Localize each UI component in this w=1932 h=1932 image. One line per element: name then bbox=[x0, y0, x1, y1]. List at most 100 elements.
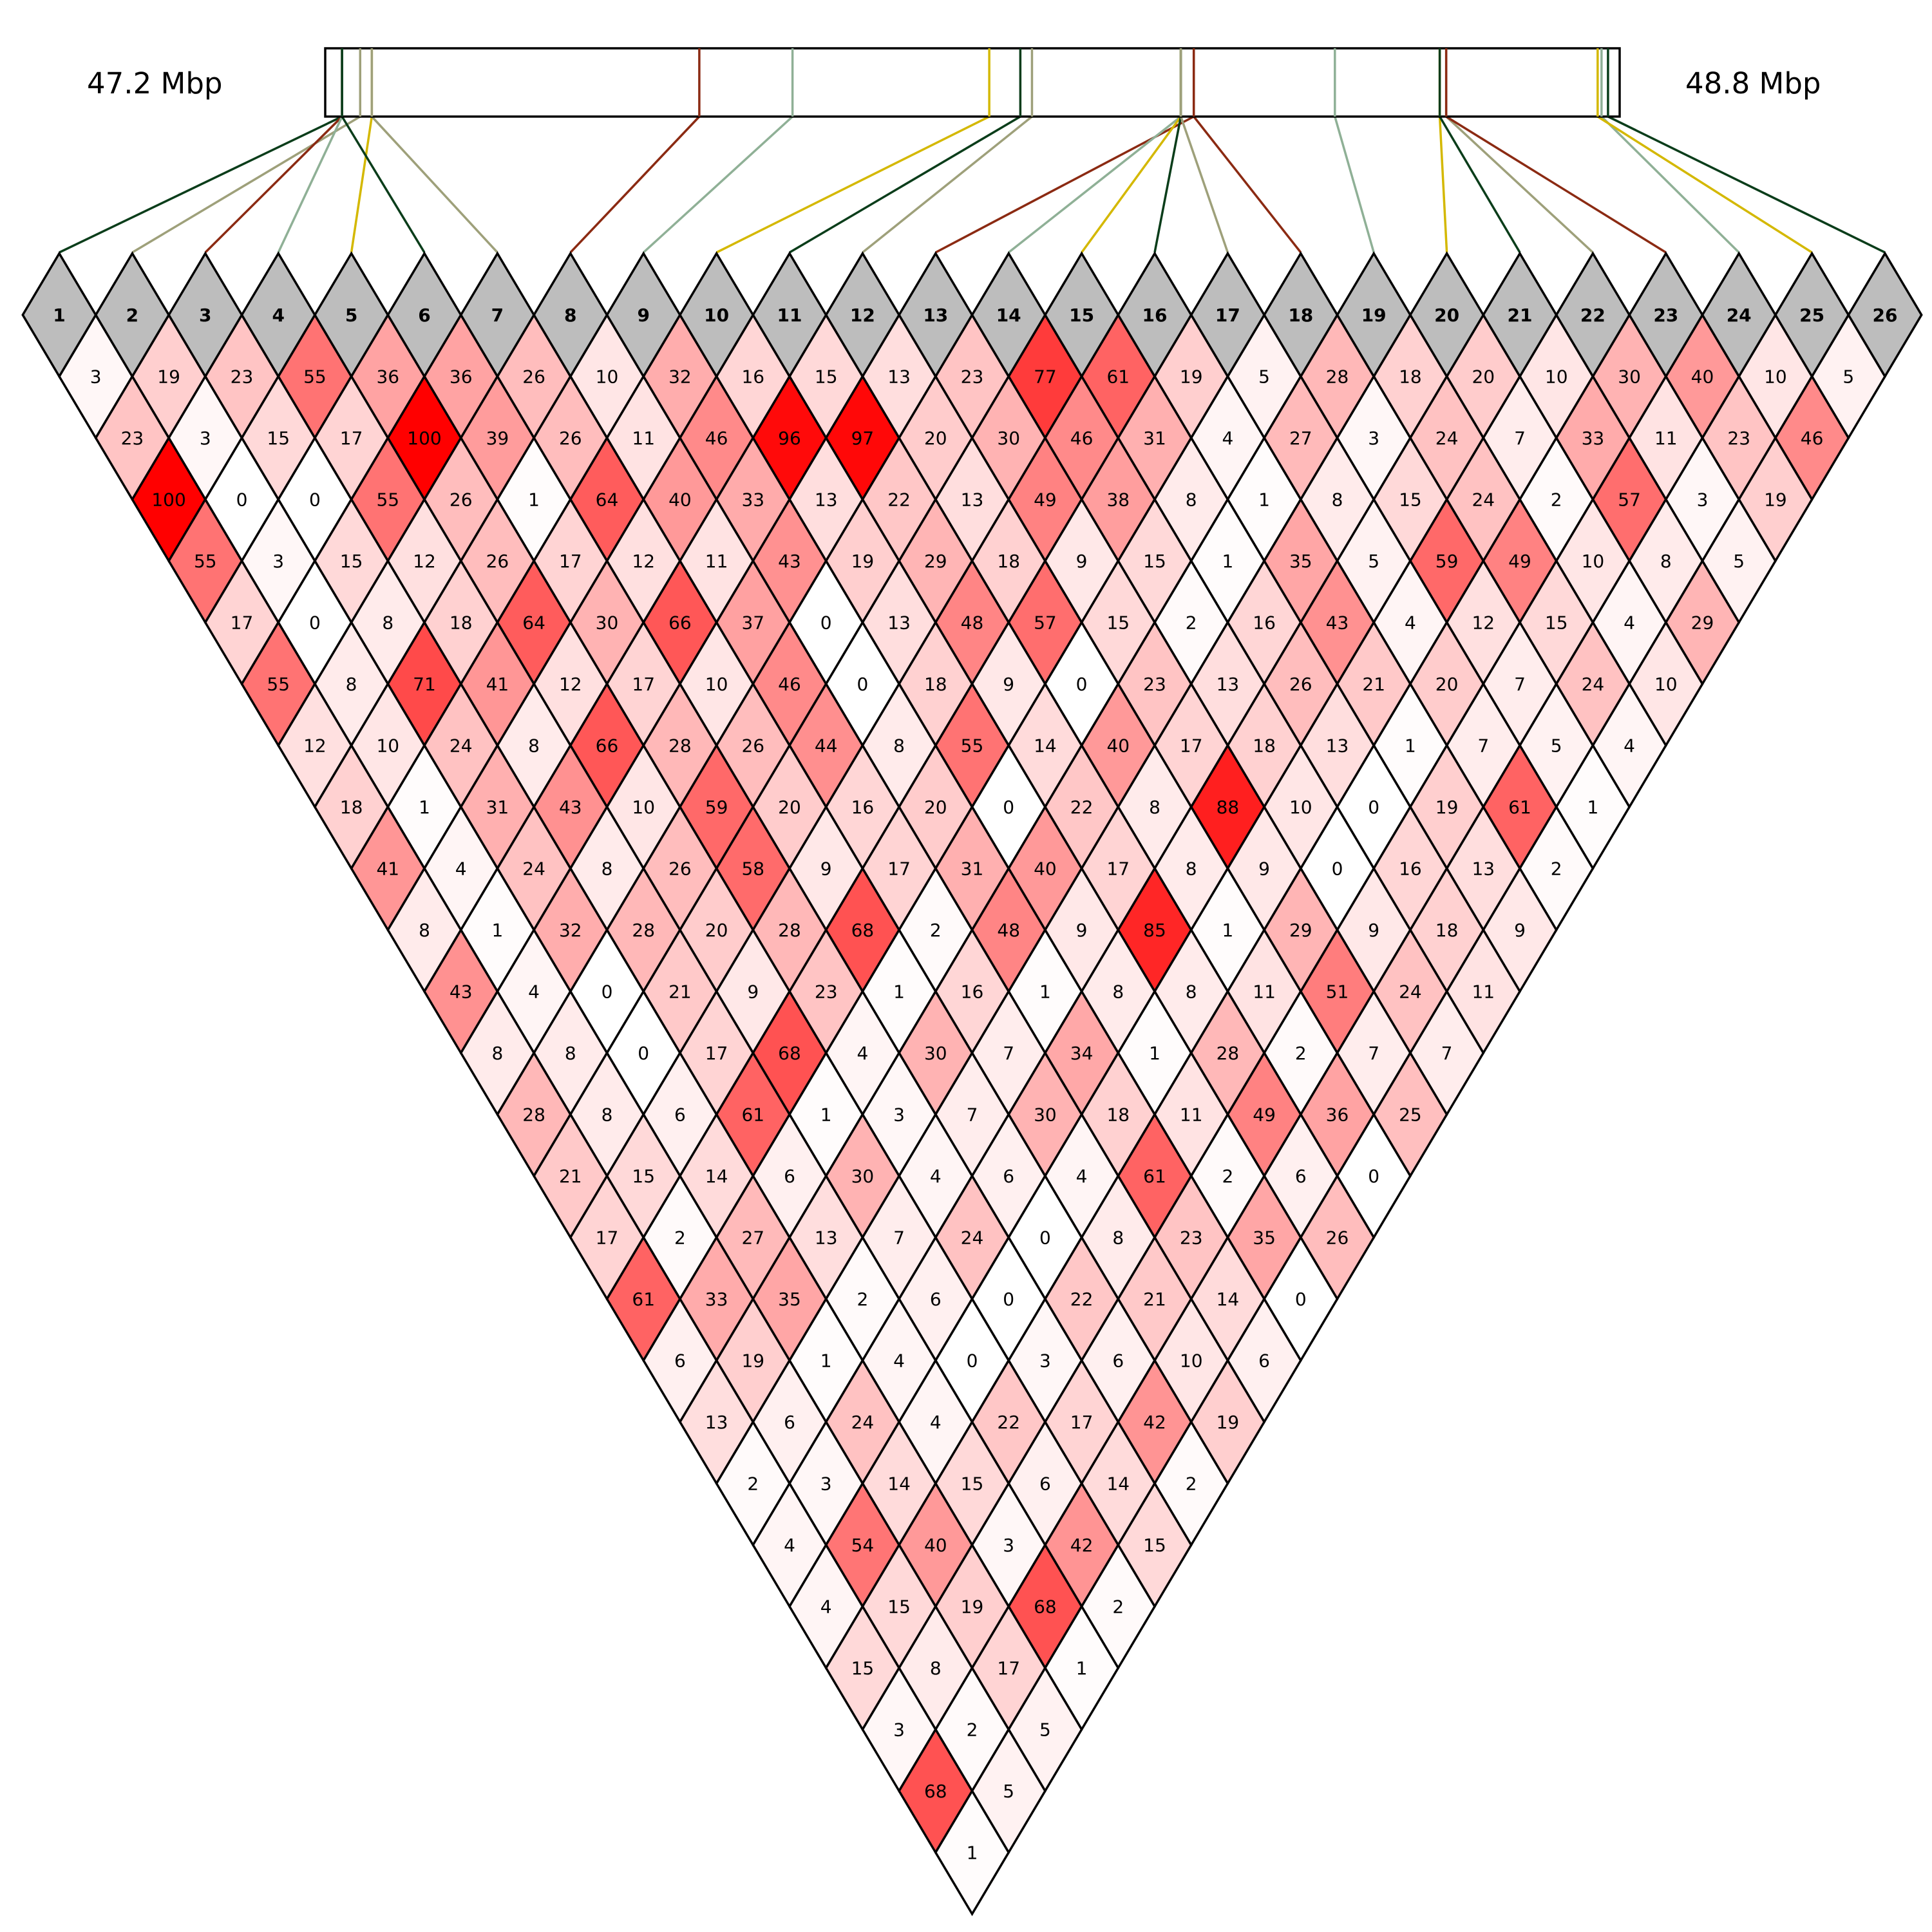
marker-diamond-shape bbox=[1408, 251, 1485, 379]
ld-cell-value: 46 bbox=[1801, 428, 1824, 449]
ld-cell-value: 2 bbox=[930, 920, 942, 941]
ld-cell-value: 16 bbox=[1253, 612, 1276, 634]
marker-diamond: 3 bbox=[167, 251, 243, 379]
ld-cell-value: 7 bbox=[1514, 674, 1526, 695]
ld-cell-value: 3 bbox=[1003, 1535, 1014, 1556]
marker-diamond-shape bbox=[167, 251, 243, 379]
marker-label: 1 bbox=[53, 305, 65, 326]
marker-connector-line bbox=[1153, 116, 1182, 253]
ld-cell-value: 12 bbox=[632, 551, 655, 572]
ld-cell-value: 46 bbox=[705, 428, 728, 449]
ld-cell-value: 8 bbox=[601, 858, 613, 880]
ld-cell-value: 36 bbox=[1326, 1104, 1349, 1126]
ld-cells: 3 19 23 55 36 36 26 10 32 16 15 13 23 77 61 19 5 28 18 20 10… bbox=[57, 312, 1887, 1917]
ld-cell-value: 0 bbox=[1295, 1289, 1307, 1310]
marker-label: 10 bbox=[704, 305, 729, 326]
ld-cell-value: 14 bbox=[705, 1166, 728, 1187]
marker-diamond-shape bbox=[1628, 251, 1704, 379]
ld-cell-value: 10 bbox=[632, 797, 655, 818]
ld-cell-value: 20 bbox=[924, 428, 947, 449]
ld-cell-value: 4 bbox=[528, 981, 540, 1003]
ld-cell-value: 4 bbox=[1222, 428, 1233, 449]
ld-cell-value: 27 bbox=[1289, 428, 1312, 449]
ld-cell-value: 15 bbox=[851, 1658, 875, 1679]
ld-cell-value: 2 bbox=[1222, 1166, 1233, 1187]
ld-cell-value: 4 bbox=[1405, 612, 1416, 634]
ld-cell-value: 17 bbox=[997, 1658, 1020, 1679]
marker-diamonds: 1 2 3 4 5 6 7 8 9 10 11 12 13 14 15 16 17 18 19 20 21 22 23 24 2… bbox=[21, 251, 1923, 379]
ld-cell-value: 13 bbox=[705, 1412, 728, 1433]
marker-connector-line bbox=[1600, 115, 1740, 254]
ld-cell-value: 13 bbox=[887, 366, 911, 388]
ld-cell-value: 96 bbox=[778, 428, 801, 449]
marker-label: 24 bbox=[1727, 305, 1752, 326]
region-track bbox=[324, 47, 1621, 118]
ld-cell-value: 1 bbox=[1258, 489, 1270, 511]
ld-cell-value: 24 bbox=[961, 1227, 984, 1249]
ld-cell-value: 17 bbox=[231, 612, 254, 634]
ld-cell-value: 12 bbox=[559, 674, 582, 695]
marker-diamond-shape bbox=[1774, 251, 1850, 379]
ld-cell-value: 5 bbox=[1258, 366, 1270, 388]
ld-cell-value: 11 bbox=[1654, 428, 1678, 449]
ld-cell-value: 64 bbox=[522, 612, 545, 634]
ld-cell-value: 8 bbox=[1332, 489, 1343, 511]
ld-cell-value: 5 bbox=[1842, 366, 1854, 388]
ld-cell-value: 0 bbox=[236, 489, 248, 511]
ld-cell-value: 68 bbox=[1034, 1596, 1057, 1618]
ld-cell-value: 26 bbox=[668, 858, 692, 880]
ld-cell-value: 0 bbox=[820, 612, 832, 634]
ld-cell-value: 28 bbox=[632, 920, 655, 941]
marker-diamond: 9 bbox=[605, 251, 681, 379]
ld-cell-value: 3 bbox=[90, 366, 102, 388]
marker-connector-line bbox=[1607, 115, 1886, 254]
ld-cell-value: 51 bbox=[1326, 981, 1349, 1003]
marker-label: 22 bbox=[1580, 305, 1605, 326]
marker-diamond: 13 bbox=[898, 251, 974, 379]
marker-diamond: 14 bbox=[971, 251, 1046, 379]
marker-connector-line bbox=[131, 115, 361, 254]
ld-cell-value: 23 bbox=[1143, 674, 1166, 695]
ld-cell-value: 85 bbox=[1143, 920, 1166, 941]
ld-cell-value: 17 bbox=[1106, 858, 1130, 880]
marker-diamond-shape bbox=[313, 251, 390, 379]
ld-cell-value: 0 bbox=[1076, 674, 1088, 695]
ld-cell-value: 24 bbox=[851, 1412, 875, 1433]
ld-cell-value: 26 bbox=[1289, 674, 1312, 695]
region-start-label: 47.2 Mbp bbox=[87, 66, 223, 100]
marker-connector-line bbox=[277, 116, 343, 253]
marker-connector-line bbox=[1334, 116, 1375, 253]
ld-cell-value: 13 bbox=[1217, 674, 1240, 695]
ld-cell-value: 43 bbox=[559, 797, 582, 818]
ld-cell-value: 0 bbox=[1332, 858, 1343, 880]
ld-cell-value: 1 bbox=[1222, 920, 1233, 941]
ld-cell-value: 24 bbox=[1582, 674, 1605, 695]
ld-cell-value: 3 bbox=[893, 1719, 905, 1741]
ld-cell-value: 57 bbox=[1618, 489, 1641, 511]
marker-label: 15 bbox=[1069, 305, 1094, 326]
marker-label: 18 bbox=[1288, 305, 1313, 326]
ld-cell-value: 34 bbox=[1070, 1043, 1094, 1064]
ld-cell-value: 24 bbox=[1435, 428, 1459, 449]
ld-cell-value: 15 bbox=[1399, 489, 1422, 511]
ld-cell-value: 0 bbox=[638, 1043, 649, 1064]
marker-connector-line bbox=[789, 115, 1021, 254]
marker-diamond-shape bbox=[898, 251, 974, 379]
ld-cell-value: 17 bbox=[596, 1227, 619, 1249]
ld-cell-value: 6 bbox=[1039, 1473, 1051, 1495]
marker-label: 9 bbox=[637, 305, 649, 326]
ld-cell-value: 20 bbox=[1435, 674, 1459, 695]
ld-cell-value: 41 bbox=[376, 858, 399, 880]
ld-cell-value: 2 bbox=[967, 1719, 978, 1741]
ld-cell-value: 10 bbox=[705, 674, 728, 695]
ld-cell-value: 0 bbox=[1368, 797, 1379, 818]
ld-cell-value: 14 bbox=[887, 1473, 911, 1495]
marker-diamond: 26 bbox=[1847, 251, 1923, 379]
ld-cell-value: 4 bbox=[930, 1412, 942, 1433]
ld-cell-value: 40 bbox=[1691, 366, 1714, 388]
ld-cell-value: 18 bbox=[924, 674, 947, 695]
ld-cell-value: 1 bbox=[1149, 1043, 1160, 1064]
marker-label: 21 bbox=[1508, 305, 1533, 326]
marker-connector-line bbox=[643, 115, 793, 254]
